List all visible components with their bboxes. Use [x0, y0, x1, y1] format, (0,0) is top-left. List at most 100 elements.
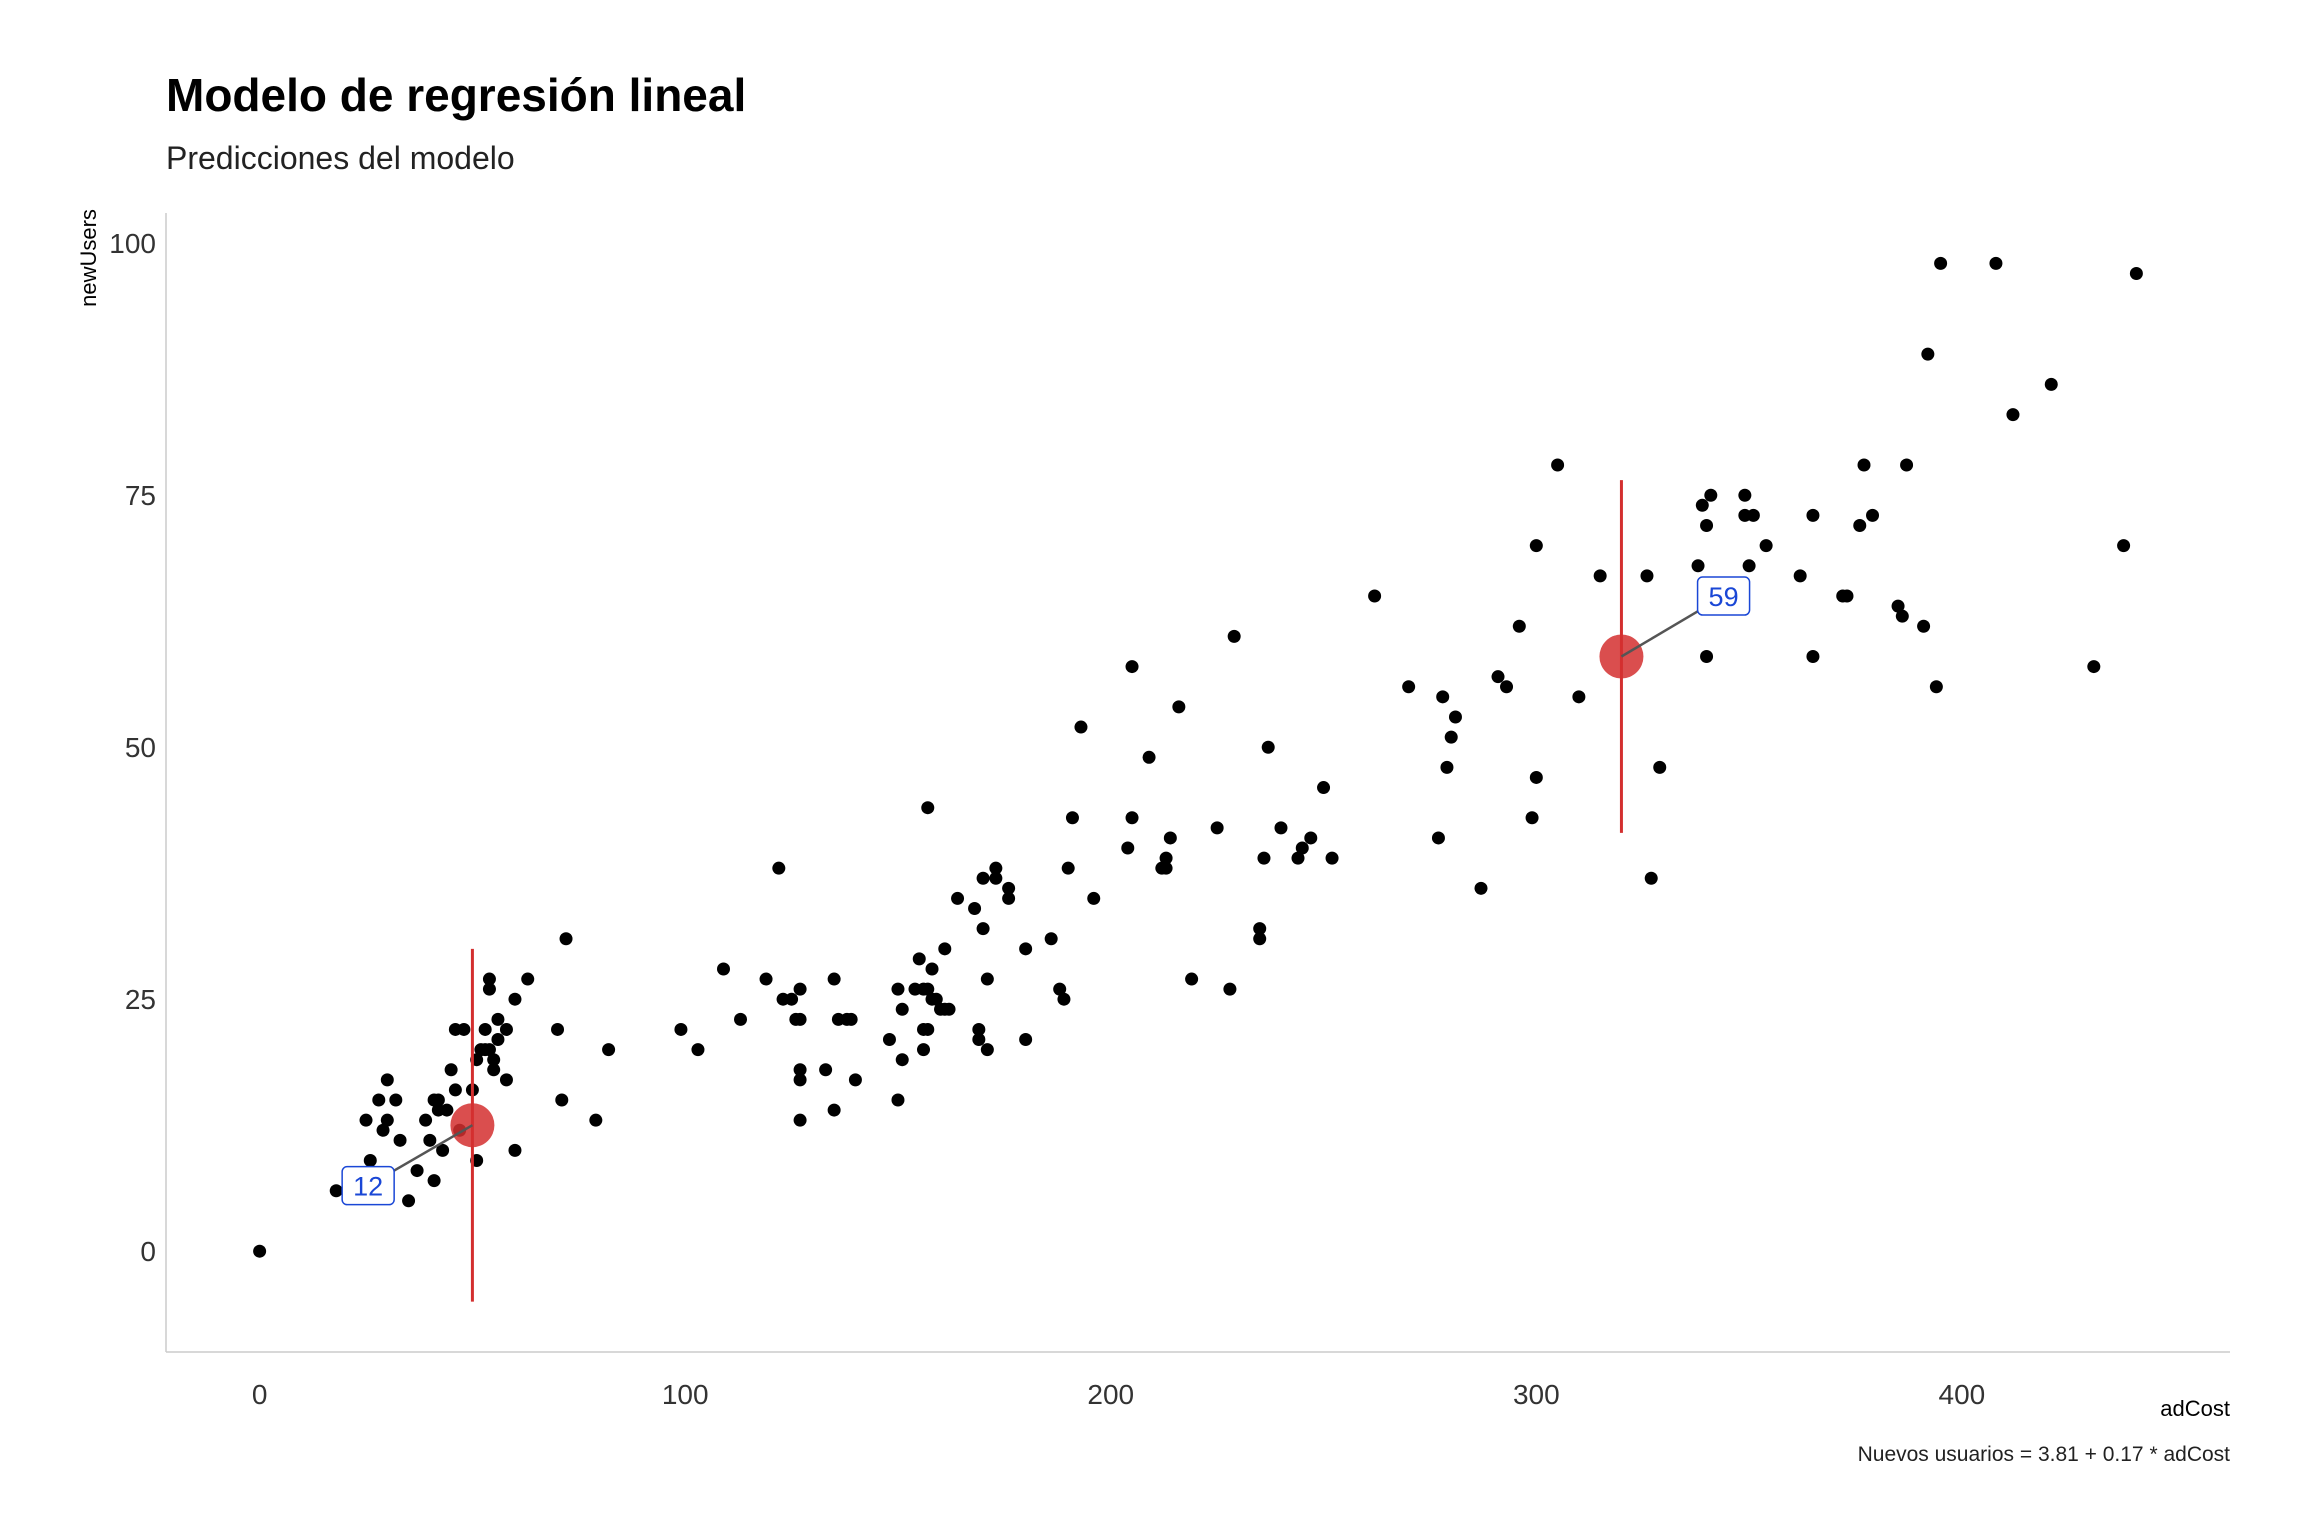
data-point — [436, 1143, 450, 1157]
data-point — [1900, 458, 1914, 472]
axes: 0 100 200 300 400 0 25 50 75 100 — [109, 213, 2230, 1410]
data-point — [478, 1022, 492, 1036]
x-tick-label: 0 — [252, 1379, 268, 1410]
data-point — [1742, 559, 1756, 573]
data-point — [844, 1012, 858, 1026]
data-point — [989, 861, 1003, 875]
data-point — [419, 1113, 433, 1127]
data-point — [1529, 539, 1543, 553]
data-point — [555, 1093, 569, 1107]
data-point — [1257, 851, 1271, 865]
x-axis-label: adCost — [2160, 1396, 2230, 1421]
data-point — [1929, 680, 1943, 694]
data-point — [2117, 539, 2131, 553]
data-point — [942, 1002, 956, 1016]
data-point — [785, 992, 799, 1006]
data-point — [1500, 680, 1514, 694]
x-tick-label: 100 — [662, 1379, 709, 1410]
data-point — [1253, 922, 1267, 936]
data-point — [921, 801, 935, 815]
data-point — [444, 1063, 458, 1077]
data-point — [972, 1022, 986, 1036]
data-point — [1002, 881, 1016, 895]
data-point — [1436, 690, 1450, 704]
data-point — [1121, 841, 1135, 855]
data-point — [772, 861, 786, 875]
data-point — [1806, 508, 1820, 522]
data-point — [499, 1073, 513, 1087]
data-point — [1002, 891, 1016, 905]
data-point — [793, 1073, 807, 1087]
data-point — [1529, 770, 1543, 784]
data-point — [1172, 700, 1186, 714]
chart-title: Modelo de regresión lineal — [166, 69, 747, 121]
data-point — [499, 1022, 513, 1036]
data-point — [1019, 1033, 1033, 1047]
data-point — [1895, 609, 1909, 623]
data-point — [487, 1053, 501, 1067]
x-tick-label: 300 — [1513, 1379, 1560, 1410]
model-equation-caption: Nuevos usuarios = 3.81 + 0.17 * adCost — [1858, 1443, 2231, 1466]
data-point — [734, 1012, 748, 1026]
data-point — [1074, 720, 1088, 734]
prediction-label: 12 — [353, 1172, 383, 1202]
data-point — [716, 962, 730, 976]
data-point — [1989, 256, 2003, 270]
data-point — [925, 962, 939, 976]
data-point — [602, 1043, 616, 1057]
data-point — [1019, 942, 1033, 956]
data-point — [380, 1113, 394, 1127]
data-point — [793, 1063, 807, 1077]
data-point — [2006, 408, 2020, 422]
data-point — [1253, 932, 1267, 946]
data-point — [691, 1043, 705, 1057]
data-point — [1866, 508, 1880, 522]
data-point — [891, 982, 905, 996]
data-point — [1891, 599, 1905, 613]
data-point — [793, 1113, 807, 1127]
data-point — [1551, 458, 1565, 472]
predictions: 12 59 — [341, 480, 1751, 1302]
data-point — [423, 1133, 437, 1147]
data-point — [1806, 650, 1820, 664]
data-point — [968, 901, 982, 915]
data-point — [448, 1083, 462, 1097]
data-point — [1934, 256, 1948, 270]
data-point — [793, 982, 807, 996]
data-point — [1704, 488, 1718, 502]
data-point — [1159, 851, 1173, 865]
data-point — [508, 992, 522, 1006]
y-tick-label: 75 — [125, 480, 156, 511]
data-point — [1512, 619, 1526, 633]
data-point — [1640, 569, 1654, 583]
data-point — [1525, 811, 1539, 825]
data-point — [431, 1093, 445, 1107]
data-point — [1210, 821, 1224, 835]
data-point — [1291, 851, 1305, 865]
data-point — [848, 1073, 862, 1087]
data-point — [1840, 589, 1854, 603]
data-point — [1057, 992, 1071, 1006]
data-point — [938, 942, 952, 956]
data-point — [559, 932, 573, 946]
data-point — [989, 871, 1003, 885]
data-point — [1700, 518, 1714, 532]
data-point — [1163, 831, 1177, 845]
data-point — [1593, 569, 1607, 583]
data-point — [253, 1244, 267, 1258]
data-point — [1053, 982, 1067, 996]
data-point — [674, 1022, 688, 1036]
y-tick-label: 25 — [125, 984, 156, 1015]
y-tick-label: 50 — [125, 732, 156, 763]
data-point — [491, 1033, 505, 1047]
data-point — [393, 1133, 407, 1147]
data-point — [482, 1043, 496, 1057]
data-point — [1087, 891, 1101, 905]
data-point — [372, 1093, 386, 1107]
data-point — [1185, 972, 1199, 986]
data-point — [1402, 680, 1416, 694]
y-tick-label: 0 — [140, 1236, 156, 1267]
data-point — [917, 1043, 931, 1057]
data-point — [827, 972, 841, 986]
